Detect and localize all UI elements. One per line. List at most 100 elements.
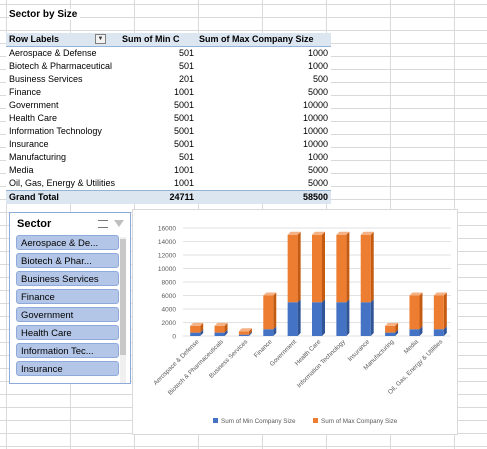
slicer-scrollbar-thumb[interactable] bbox=[120, 239, 126, 355]
max-value[interactable]: 10000 bbox=[302, 126, 328, 136]
min-value[interactable]: 201 bbox=[178, 74, 194, 84]
bar-side bbox=[346, 231, 350, 303]
y-tick-label: 8000 bbox=[162, 280, 177, 287]
row-label[interactable]: Health Care bbox=[9, 113, 58, 123]
pivot-row: Finance 1001 5000 bbox=[6, 86, 331, 99]
max-value[interactable]: 1000 bbox=[307, 48, 328, 58]
grand-total-label[interactable]: Grand Total bbox=[9, 192, 59, 202]
max-value[interactable]: 10000 bbox=[302, 139, 328, 149]
x-tick-label: Aerospace & Defense bbox=[152, 338, 201, 387]
max-value[interactable]: 10000 bbox=[302, 113, 328, 123]
sector-slicer[interactable]: Sector Aerospace & De... Biotech & Phar..… bbox=[9, 212, 131, 384]
bar-top bbox=[336, 231, 350, 235]
slicer-item[interactable]: Insurance bbox=[16, 361, 119, 376]
min-value[interactable]: 1001 bbox=[173, 165, 194, 175]
row-label[interactable]: Business Services bbox=[9, 74, 83, 84]
max-value[interactable]: 5000 bbox=[307, 165, 328, 175]
bar-segment bbox=[385, 325, 396, 333]
row-label[interactable]: Manufacturing bbox=[9, 152, 67, 162]
slicer-item[interactable]: Aerospace & De... bbox=[16, 235, 119, 250]
bar-side bbox=[248, 328, 252, 335]
bar-side bbox=[395, 322, 399, 333]
row-label[interactable]: Media bbox=[9, 165, 34, 175]
grand-total-max[interactable]: 58500 bbox=[302, 192, 328, 202]
y-tick-label: 2000 bbox=[162, 320, 177, 327]
pivot-row: Aerospace & Defense 501 1000 bbox=[6, 47, 331, 60]
pivot-table[interactable]: Row Labels ▼ Sum of Min C Sum of Max Com… bbox=[6, 33, 331, 204]
min-value[interactable]: 5001 bbox=[173, 113, 194, 123]
min-value[interactable]: 5001 bbox=[173, 126, 194, 136]
slicer-title: Sector bbox=[17, 218, 52, 230]
max-value[interactable]: 5000 bbox=[307, 87, 328, 97]
min-value[interactable]: 5001 bbox=[173, 100, 194, 110]
bar-segment bbox=[336, 302, 347, 336]
bar-top bbox=[385, 322, 399, 326]
bar-segment bbox=[263, 329, 274, 336]
dropdown-arrow-icon[interactable]: ▼ bbox=[95, 34, 106, 44]
bar-segment bbox=[214, 332, 225, 336]
bar-segment bbox=[287, 302, 298, 336]
multi-select-icon[interactable] bbox=[98, 220, 108, 228]
legend-swatch bbox=[213, 418, 218, 423]
x-tick-label: Insurance bbox=[347, 338, 372, 363]
bar-side bbox=[370, 231, 374, 303]
clear-filter-icon[interactable] bbox=[114, 220, 124, 227]
max-value[interactable]: 10000 bbox=[302, 100, 328, 110]
slicer-item[interactable]: Government bbox=[16, 307, 119, 322]
max-value[interactable]: 1000 bbox=[307, 61, 328, 71]
row-label[interactable]: Insurance bbox=[9, 139, 49, 149]
bar-side bbox=[248, 331, 252, 336]
bar-top bbox=[238, 328, 252, 332]
bar-side bbox=[224, 322, 228, 333]
grand-total-min[interactable]: 24711 bbox=[169, 192, 194, 202]
min-value[interactable]: 1001 bbox=[173, 178, 194, 188]
bar-side bbox=[273, 292, 277, 330]
legend-label: Sum of Min Company Size bbox=[221, 418, 296, 425]
min-value[interactable]: 501 bbox=[178, 48, 194, 58]
row-label[interactable]: Finance bbox=[9, 87, 42, 97]
y-tick-label: 10000 bbox=[158, 266, 176, 273]
bar-segment bbox=[190, 325, 201, 333]
bar-top bbox=[360, 231, 374, 235]
bar-segment bbox=[214, 325, 225, 333]
max-value[interactable]: 500 bbox=[312, 74, 328, 84]
bar-side bbox=[419, 326, 423, 336]
bar-side bbox=[200, 329, 204, 336]
pivot-row: Media 1001 5000 bbox=[6, 164, 331, 177]
stacked-bar-chart[interactable]: 0 2000 4000 6000 8000 10000 12000 14000 16000 Aer… bbox=[132, 209, 458, 435]
row-label[interactable]: Aerospace & Defense bbox=[9, 48, 97, 58]
bar-side bbox=[395, 329, 399, 336]
pivot-header-row: Row Labels ▼ Sum of Min C Sum of Max Com… bbox=[6, 33, 331, 47]
bar-segment bbox=[336, 234, 347, 303]
row-label[interactable]: Oil, Gas, Energy & Utilities bbox=[9, 178, 116, 188]
row-label[interactable]: Information Technology bbox=[9, 126, 102, 136]
y-tick-label: 12000 bbox=[158, 253, 176, 260]
min-value[interactable]: 501 bbox=[178, 152, 194, 162]
slicer-item[interactable]: Health Care bbox=[16, 325, 119, 340]
slicer-item[interactable]: Information Tec... bbox=[16, 343, 119, 358]
row-labels-header[interactable]: Row Labels bbox=[9, 34, 60, 44]
y-tick-label: 6000 bbox=[162, 293, 177, 300]
pivot-row: Insurance 5001 10000 bbox=[6, 138, 331, 151]
min-value[interactable]: 5001 bbox=[173, 139, 194, 149]
bar-side bbox=[200, 322, 204, 333]
max-size-header[interactable]: Sum of Max Company Size bbox=[199, 34, 314, 44]
slicer-item[interactable]: Business Services bbox=[16, 271, 119, 286]
bar-side bbox=[346, 299, 350, 336]
slicer-scrollbar[interactable] bbox=[120, 237, 126, 383]
chart-svg: 0 2000 4000 6000 8000 10000 12000 14000 16000 Aer… bbox=[152, 226, 451, 425]
row-label[interactable]: Government bbox=[9, 100, 59, 110]
y-tick-label: 4000 bbox=[162, 307, 177, 314]
min-size-header[interactable]: Sum of Min C bbox=[122, 34, 180, 44]
bar-segment bbox=[385, 332, 396, 336]
max-value[interactable]: 1000 bbox=[307, 152, 328, 162]
bar-side bbox=[297, 299, 301, 336]
min-value[interactable]: 1001 bbox=[173, 87, 194, 97]
slicer-item[interactable]: Finance bbox=[16, 289, 119, 304]
row-label[interactable]: Biotech & Pharmaceutical bbox=[9, 61, 113, 71]
max-value[interactable]: 5000 bbox=[307, 178, 328, 188]
slicer-item[interactable]: Biotech & Phar... bbox=[16, 253, 119, 268]
min-value[interactable]: 501 bbox=[178, 61, 194, 71]
bar-segment bbox=[409, 329, 420, 336]
bar-side bbox=[322, 299, 325, 336]
